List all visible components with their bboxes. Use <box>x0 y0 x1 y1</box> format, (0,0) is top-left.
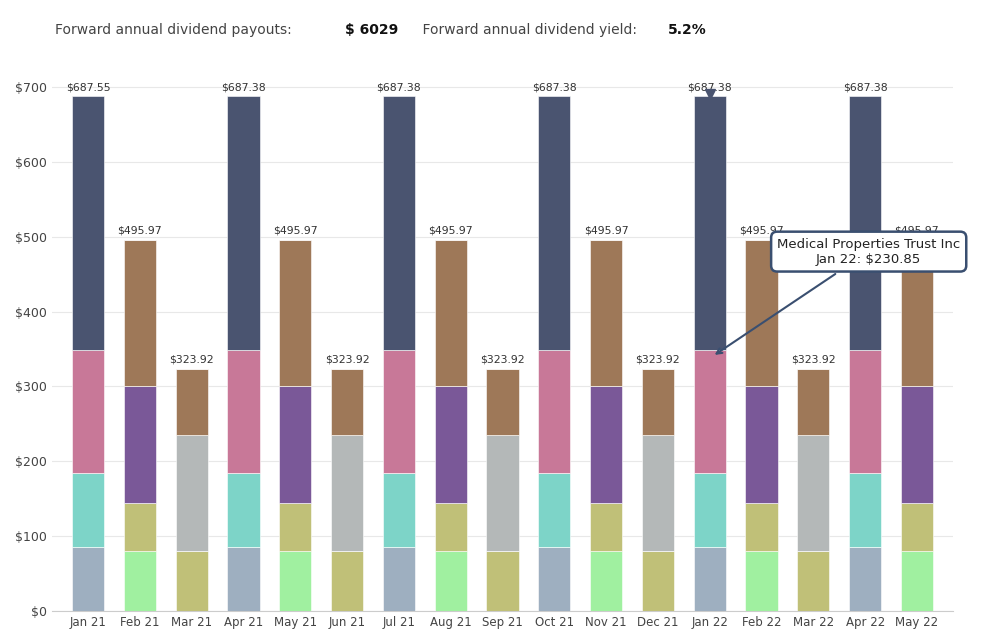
Bar <box>590 240 622 386</box>
Bar <box>124 551 156 611</box>
Text: Medical Properties Trust Inc
Jan 22: $230.85: Medical Properties Trust Inc Jan 22: $23… <box>717 238 960 354</box>
Text: $687.38: $687.38 <box>843 82 887 93</box>
Bar <box>486 551 519 611</box>
Text: $ 6029: $ 6029 <box>345 23 398 37</box>
Bar <box>538 96 570 350</box>
Bar <box>383 473 415 547</box>
Bar <box>642 551 674 611</box>
Bar <box>901 551 933 611</box>
Bar <box>124 502 156 551</box>
Bar <box>279 502 311 551</box>
Bar <box>331 368 363 435</box>
Bar <box>227 350 260 473</box>
Text: $495.97: $495.97 <box>895 226 939 236</box>
Bar <box>331 551 363 611</box>
Bar <box>538 547 570 611</box>
Bar <box>435 240 467 386</box>
Bar <box>745 502 778 551</box>
Bar <box>279 240 311 386</box>
Text: Forward annual dividend payouts:: Forward annual dividend payouts: <box>55 23 296 37</box>
Text: $323.92: $323.92 <box>791 355 836 365</box>
Bar <box>590 551 622 611</box>
Bar <box>124 240 156 386</box>
Text: $495.97: $495.97 <box>428 226 473 236</box>
Bar <box>331 435 363 551</box>
Text: $323.92: $323.92 <box>325 355 369 365</box>
Bar <box>642 368 674 435</box>
Bar <box>72 473 104 547</box>
Bar <box>279 551 311 611</box>
Bar <box>590 502 622 551</box>
Text: $687.38: $687.38 <box>687 82 732 93</box>
Bar <box>72 350 104 473</box>
Bar <box>797 551 829 611</box>
Bar <box>797 368 829 435</box>
Bar <box>901 386 933 502</box>
Bar <box>538 350 570 473</box>
Bar <box>694 350 726 473</box>
Bar <box>642 435 674 551</box>
Bar <box>901 240 933 386</box>
Bar <box>279 386 311 502</box>
Bar <box>538 473 570 547</box>
Bar <box>176 551 208 611</box>
Bar <box>124 386 156 502</box>
Text: $323.92: $323.92 <box>636 355 680 365</box>
Bar <box>383 547 415 611</box>
Text: $687.55: $687.55 <box>66 82 110 92</box>
Bar <box>901 502 933 551</box>
Bar <box>797 435 829 551</box>
Text: $687.38: $687.38 <box>377 82 421 93</box>
Bar <box>745 551 778 611</box>
Bar <box>383 350 415 473</box>
Text: $323.92: $323.92 <box>480 355 525 365</box>
Bar <box>72 547 104 611</box>
Bar <box>745 386 778 502</box>
Bar <box>435 551 467 611</box>
Text: $495.97: $495.97 <box>273 226 318 236</box>
Bar <box>227 547 260 611</box>
Bar <box>176 435 208 551</box>
Bar <box>694 96 726 350</box>
Bar <box>176 368 208 435</box>
Bar <box>745 240 778 386</box>
Bar <box>435 386 467 502</box>
Text: $687.38: $687.38 <box>221 82 266 93</box>
Bar <box>72 96 104 350</box>
Bar <box>383 96 415 350</box>
Text: $687.38: $687.38 <box>532 82 577 93</box>
Bar <box>694 473 726 547</box>
Bar <box>849 473 881 547</box>
Text: $495.97: $495.97 <box>584 226 628 236</box>
Text: 5.2%: 5.2% <box>668 23 707 37</box>
Bar <box>486 368 519 435</box>
Bar <box>849 350 881 473</box>
Text: $495.97: $495.97 <box>739 226 784 236</box>
Bar <box>849 96 881 350</box>
Bar <box>486 435 519 551</box>
Bar <box>590 386 622 502</box>
Text: $495.97: $495.97 <box>118 226 162 236</box>
Text: Forward annual dividend yield:: Forward annual dividend yield: <box>405 23 641 37</box>
Bar <box>227 473 260 547</box>
Bar <box>694 547 726 611</box>
Bar <box>435 502 467 551</box>
Text: $323.92: $323.92 <box>169 355 214 365</box>
Bar <box>227 96 260 350</box>
Bar <box>849 547 881 611</box>
